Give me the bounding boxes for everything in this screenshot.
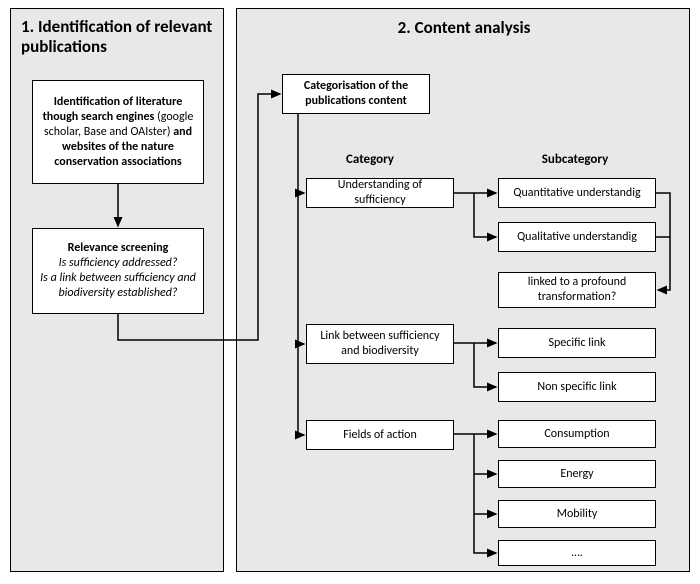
node-sub-consumption: Consumption	[498, 420, 656, 448]
node-cat-fields: Fields of action	[306, 420, 454, 450]
relevance-title: Relevance screening	[39, 241, 197, 256]
node-sub-qual: Qualitative understandig	[498, 222, 656, 252]
node-sub-energy: Energy	[498, 460, 656, 488]
panel-right-title: 2. Content analysis	[237, 17, 691, 38]
node-literature: Identification of literature though sear…	[32, 80, 204, 184]
relevance-q1: Is sufficiency addressed?	[39, 256, 197, 271]
node-sub-transform: linked to a profound transformation?	[498, 272, 656, 308]
node-sub-nonspecific: Non specific link	[498, 372, 656, 402]
node-sub-mobility: Mobility	[498, 500, 656, 528]
relevance-q2: Is a link between sufficiency and biodiv…	[39, 271, 197, 301]
header-subcategory: Subcategory	[500, 152, 650, 167]
node-cat-link: Link between sufficiency and biodiversit…	[306, 324, 454, 364]
node-relevance: Relevance screening Is sufficiency addre…	[32, 228, 204, 314]
header-category: Category	[310, 152, 430, 167]
panel-left-title: 1. Identification of relevant publicatio…	[21, 17, 215, 58]
node-sub-quant: Quantitative understandig	[498, 178, 656, 208]
node-cat-understanding: Understanding of sufficiency	[306, 178, 454, 208]
node-sub-dots: ….	[498, 540, 656, 566]
node-categorisation: Categorisation of the publications conte…	[282, 74, 430, 114]
node-sub-specific: Specific link	[498, 328, 656, 358]
